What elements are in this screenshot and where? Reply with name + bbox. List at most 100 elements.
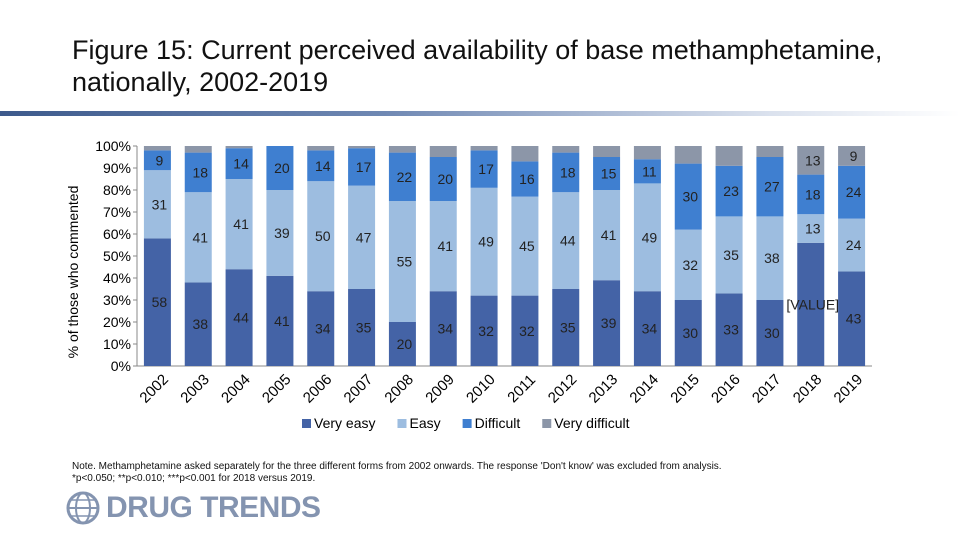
x-tick-label: 2011 xyxy=(504,371,539,406)
y-tick-label: 20% xyxy=(103,314,131,330)
x-tick-label: 2014 xyxy=(626,371,662,407)
data-label: 15 xyxy=(601,166,617,182)
x-tick-label: 2010 xyxy=(463,371,499,407)
data-label: 34 xyxy=(642,321,658,337)
data-label: 13 xyxy=(805,152,821,168)
data-label: 18 xyxy=(560,164,576,180)
bar-segment xyxy=(756,146,784,157)
legend-swatch xyxy=(302,419,311,428)
x-tick-label: 2009 xyxy=(422,371,458,407)
bar-segment xyxy=(143,238,171,366)
bar-segment xyxy=(470,146,498,151)
bar-segment xyxy=(838,165,866,219)
data-label: 33 xyxy=(723,322,739,338)
bar-segment xyxy=(715,293,743,366)
y-tick-label: 10% xyxy=(103,336,131,352)
data-label: 9 xyxy=(850,148,858,164)
bar-segment xyxy=(756,300,784,366)
bar-segment xyxy=(184,282,212,366)
bar-segment xyxy=(593,190,621,281)
data-label: 35 xyxy=(560,320,576,336)
bar-segment xyxy=(674,163,702,230)
data-label: 38 xyxy=(192,316,208,332)
bar-segment xyxy=(552,289,580,366)
x-axis: 2002 2003 2004 2005 2006 2007 2008 2009 2010 2011… xyxy=(136,371,866,407)
legend-label: Very difficult xyxy=(554,415,629,431)
note-text: Note. Methamphetamine asked separately f… xyxy=(72,461,722,472)
bar-segment xyxy=(756,216,784,300)
bar-segment xyxy=(715,146,743,166)
data-label: 34 xyxy=(315,321,331,337)
bar-segment xyxy=(143,146,171,151)
data-labels: 58 31 9 38 41 18 44 41 14 41 39 20 34 50 14 35 47 17 20 55 2… xyxy=(152,148,862,352)
legend-swatch xyxy=(397,419,407,428)
data-label: 41 xyxy=(274,313,290,329)
x-tick-label: 2015 xyxy=(667,371,703,407)
bar-segment xyxy=(633,291,661,366)
bar-segment xyxy=(388,322,416,366)
data-label: 44 xyxy=(233,310,249,326)
bar-segment xyxy=(633,159,661,184)
data-label: 30 xyxy=(764,325,780,341)
bar-segment xyxy=(348,185,376,289)
bar-segment xyxy=(470,150,498,188)
data-label: 18 xyxy=(192,164,208,180)
data-label: 20 xyxy=(397,336,413,352)
data-label: 47 xyxy=(356,229,372,245)
data-label: 41 xyxy=(437,238,453,254)
bar-segment xyxy=(307,146,335,151)
bar-segment xyxy=(715,165,743,217)
globe-icon xyxy=(66,491,100,525)
bar-segment xyxy=(511,161,539,197)
bar-segment xyxy=(225,146,253,149)
data-label: 30 xyxy=(682,325,698,341)
y-tick-label: 70% xyxy=(103,204,131,220)
data-label: 32 xyxy=(519,323,535,339)
legend-label: Difficult xyxy=(475,415,521,431)
data-label: 16 xyxy=(519,171,535,187)
bar-segment xyxy=(307,150,335,182)
bar-segment xyxy=(797,242,825,366)
x-tick-label: 2012 xyxy=(545,371,581,407)
x-tick-label: 2013 xyxy=(586,371,622,407)
bar-segment xyxy=(348,146,376,149)
significance-note: *p<0.050; **p<0.010; ***p<0.001 for 2018… xyxy=(72,473,316,484)
bar-segment xyxy=(552,152,580,193)
data-label: 49 xyxy=(642,229,658,245)
drug-trends-logo: DRUG TRENDS xyxy=(66,489,321,527)
data-label: 58 xyxy=(152,294,168,310)
bar-segment xyxy=(225,179,253,270)
bars xyxy=(143,146,866,366)
data-label: 17 xyxy=(356,159,372,175)
data-label: [VALUE] xyxy=(786,296,839,312)
bar-segment xyxy=(348,289,376,366)
bar-segment xyxy=(593,157,621,190)
data-label: 30 xyxy=(682,189,698,205)
bar-segment xyxy=(797,214,825,243)
legend-label: Very easy xyxy=(314,415,375,431)
bar-segment xyxy=(633,146,661,160)
bar-segment xyxy=(348,148,376,186)
data-label: 49 xyxy=(478,234,494,250)
bar-segment xyxy=(429,146,457,157)
legend: Very easy Easy Difficult Very difficult xyxy=(302,415,630,431)
data-label: 32 xyxy=(682,257,698,273)
chart-note: Note. Methamphetamine asked separately f… xyxy=(72,461,872,485)
bar-segment xyxy=(511,146,539,162)
y-tick-label: 0% xyxy=(111,358,131,374)
legend-label: Easy xyxy=(409,415,440,431)
bar-segment xyxy=(470,295,498,366)
data-label: 41 xyxy=(192,229,208,245)
data-label: 39 xyxy=(601,315,617,331)
data-label: 17 xyxy=(478,161,494,177)
y-tick-label: 50% xyxy=(103,248,131,264)
y-tick-label: 40% xyxy=(103,270,131,286)
data-label: 38 xyxy=(764,250,780,266)
data-label: 32 xyxy=(478,323,494,339)
bar-segment xyxy=(429,201,457,292)
bar-segment xyxy=(388,146,416,153)
bar-segment xyxy=(838,271,866,366)
data-label: 44 xyxy=(560,233,576,249)
data-label: 13 xyxy=(805,221,821,237)
x-tick-label: 2016 xyxy=(708,371,744,407)
